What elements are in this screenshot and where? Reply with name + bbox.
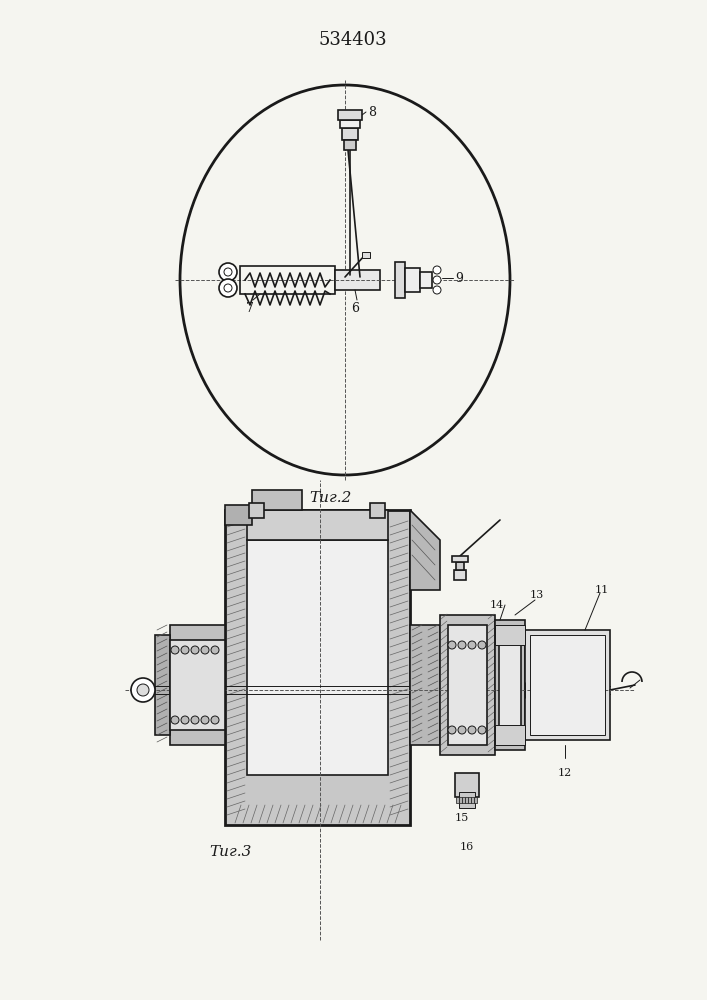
Circle shape [433, 266, 441, 274]
Bar [225, 505, 252, 525]
Circle shape [458, 641, 466, 649]
Text: 534403: 534403 [319, 31, 387, 49]
Bar [459, 797, 462, 803]
Circle shape [201, 716, 209, 724]
Text: 7: 7 [246, 302, 254, 315]
Bar [247, 510, 388, 540]
Circle shape [181, 716, 189, 724]
Bar [155, 635, 170, 735]
Circle shape [219, 279, 237, 297]
Circle shape [458, 726, 466, 734]
Bar [455, 773, 479, 797]
Circle shape [191, 716, 199, 724]
Circle shape [171, 646, 179, 654]
Bar [410, 625, 440, 745]
Circle shape [211, 716, 219, 724]
Bar [474, 797, 477, 803]
Bar [499, 630, 521, 740]
Bar [362, 252, 370, 258]
Text: 15: 15 [455, 813, 469, 823]
Bar [452, 556, 468, 562]
Bar [465, 797, 468, 803]
Text: 14: 14 [490, 600, 504, 610]
Text: Τиг.3: Τиг.3 [209, 845, 251, 859]
Circle shape [171, 716, 179, 724]
Circle shape [224, 268, 232, 276]
Bar [495, 625, 525, 645]
Bar [240, 266, 335, 294]
Bar [456, 562, 464, 570]
Bar [225, 510, 410, 825]
Bar [247, 540, 388, 775]
Bar [454, 570, 466, 580]
Text: 11: 11 [595, 585, 609, 595]
Circle shape [219, 263, 237, 281]
Bar [170, 640, 225, 730]
Bar [525, 630, 610, 740]
Text: Τиг.2: Τиг.2 [309, 491, 351, 505]
Bar [340, 120, 360, 128]
Bar [530, 635, 605, 735]
Bar [456, 797, 459, 803]
Text: 6: 6 [351, 302, 359, 315]
Bar [440, 615, 495, 755]
Circle shape [433, 276, 441, 284]
Text: 8: 8 [368, 105, 376, 118]
Circle shape [181, 646, 189, 654]
Bar [344, 140, 356, 150]
Text: 13: 13 [530, 590, 544, 600]
Circle shape [448, 726, 456, 734]
Circle shape [433, 286, 441, 294]
Circle shape [468, 641, 476, 649]
Circle shape [478, 641, 486, 649]
Text: 12: 12 [558, 768, 572, 778]
Circle shape [137, 684, 149, 696]
Circle shape [448, 641, 456, 649]
Bar [338, 110, 362, 120]
Bar [335, 270, 380, 290]
Circle shape [211, 646, 219, 654]
Bar [495, 725, 525, 745]
Bar [249, 503, 264, 518]
Bar [395, 262, 405, 298]
Bar [471, 797, 474, 803]
Bar [462, 797, 465, 803]
Bar [468, 797, 471, 803]
Circle shape [224, 284, 232, 292]
Bar [252, 490, 302, 510]
Bar [448, 625, 487, 745]
Bar [170, 625, 225, 745]
Text: 9: 9 [455, 271, 463, 284]
Circle shape [131, 678, 155, 702]
Circle shape [478, 726, 486, 734]
Bar [420, 272, 432, 288]
Bar [370, 503, 385, 518]
Text: 16: 16 [460, 842, 474, 852]
Circle shape [201, 646, 209, 654]
Circle shape [191, 646, 199, 654]
Bar [405, 268, 420, 292]
Bar [342, 128, 358, 140]
Bar [459, 792, 475, 808]
Polygon shape [410, 510, 440, 590]
Circle shape [468, 726, 476, 734]
Bar [495, 620, 525, 750]
